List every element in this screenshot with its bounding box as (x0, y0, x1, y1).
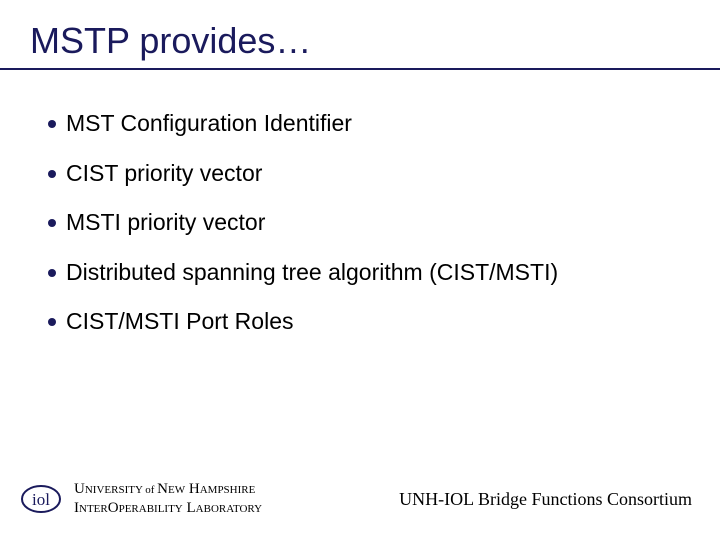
slide-title: MSTP provides… (30, 20, 690, 62)
bullet-text: MST Configuration Identifier (66, 110, 352, 138)
lab-text: L (187, 500, 196, 516)
lab-text: PERABILITY (119, 503, 183, 515)
bullet-list: MST Configuration Identifier CIST priori… (30, 110, 690, 336)
list-item: CIST/MSTI Port Roles (48, 308, 690, 336)
lab-text: EW (168, 484, 185, 496)
lab-text: of (143, 484, 158, 496)
lab-text: O (108, 500, 119, 516)
bullet-dot-icon (48, 120, 56, 128)
bullet-dot-icon (48, 219, 56, 227)
list-item: MSTI priority vector (48, 209, 690, 237)
bullet-dot-icon (48, 269, 56, 277)
title-rule (0, 68, 720, 70)
lab-text: U (74, 481, 85, 497)
slide: MSTP provides… MST Configuration Identif… (0, 0, 720, 540)
lab-text: ABORATORY (196, 503, 262, 515)
lab-text: N (157, 481, 168, 497)
lab-text: H (189, 481, 200, 497)
lab-line-2: INTEROPERABILITY LABORATORY (74, 499, 262, 518)
list-item: CIST priority vector (48, 160, 690, 188)
lab-name: UNIVERSITY of NEW HAMPSHIRE INTEROPERABI… (74, 480, 262, 518)
bullet-text: MSTI priority vector (66, 209, 265, 237)
slide-footer: iol UNIVERSITY of NEW HAMPSHIRE INTEROPE… (0, 478, 720, 520)
bullet-text: CIST priority vector (66, 160, 262, 188)
list-item: Distributed spanning tree algorithm (CIS… (48, 259, 690, 287)
lab-text: NIVERSITY (85, 484, 143, 496)
lab-line-1: UNIVERSITY of NEW HAMPSHIRE (74, 480, 262, 499)
list-item: MST Configuration Identifier (48, 110, 690, 138)
bullet-dot-icon (48, 170, 56, 178)
lab-text: AMPSHIRE (200, 484, 256, 496)
lab-text: NTER (79, 503, 108, 515)
iol-logo-icon: iol (20, 478, 62, 520)
bullet-text: Distributed spanning tree algorithm (CIS… (66, 259, 558, 287)
bullet-dot-icon (48, 318, 56, 326)
svg-text:iol: iol (32, 490, 50, 509)
consortium-text: UNH-IOL Bridge Functions Consortium (399, 489, 692, 510)
bullet-text: CIST/MSTI Port Roles (66, 308, 293, 336)
